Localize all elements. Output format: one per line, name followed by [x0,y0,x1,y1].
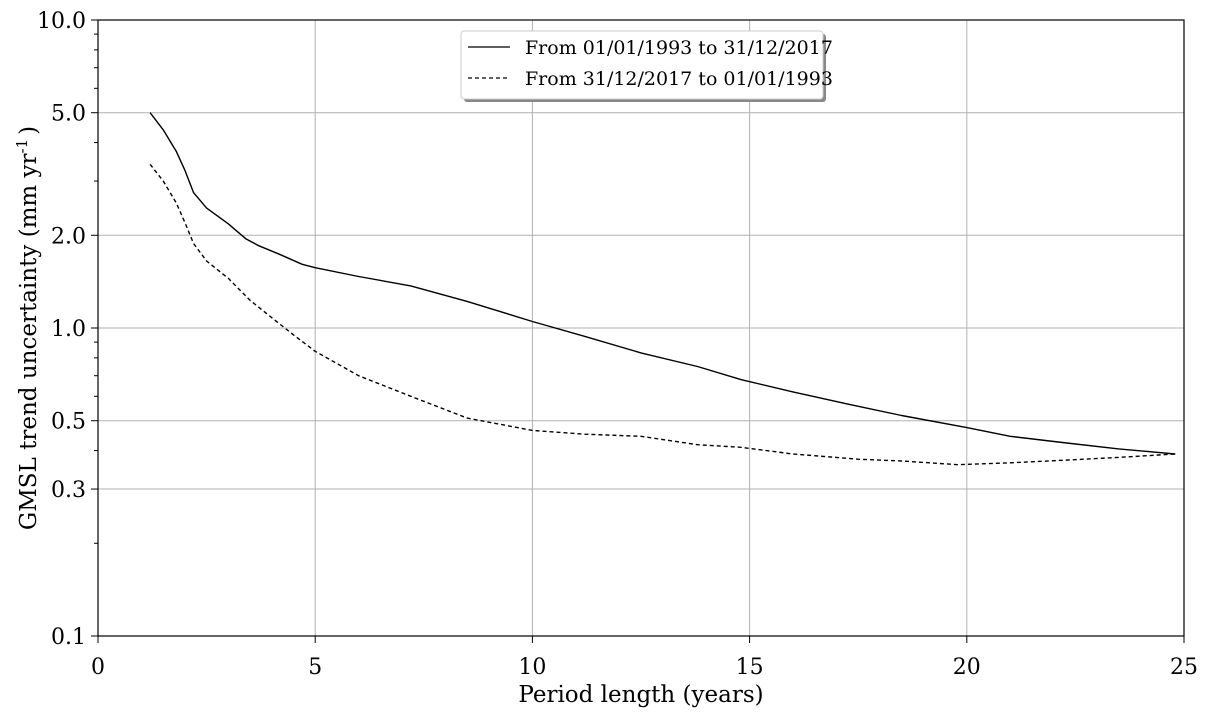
x-tick-label: 25 [1170,655,1198,680]
y-tick-label: 1.0 [51,317,86,342]
y-axis-label-close: ) [16,126,42,135]
x-tick-label: 20 [953,655,981,680]
series-line-2 [149,163,1176,466]
x-tick-label: 15 [736,655,764,680]
x-axis-label: Period length (years) [518,682,763,708]
y-axis-label: GMSL trend uncertainty (mm yr-1) [13,126,42,530]
y-tick-label: 0.3 [51,478,86,503]
y-tick-label: 10.0 [37,9,86,34]
y-tick-label: 0.5 [51,410,86,435]
series-layer [149,112,1176,466]
axis-ticks [91,19,1185,643]
y-tick-label: 5.0 [51,102,86,127]
y-axis-label-main: GMSL trend uncertainty (mm yr [16,153,42,530]
x-tick-label: 0 [91,655,105,680]
series-line-1 [149,112,1176,455]
x-tick-label: 5 [308,655,322,680]
legend: From 01/01/1993 to 31/12/2017 From 31/12… [460,30,833,102]
legend-box [460,30,824,100]
grid-lines [98,20,1184,636]
tick-labels: 0 5 10 15 20 25 0.1 0.3 0.5 1.0 2.0 5.0 10.0 [37,9,1198,680]
x-tick-label: 10 [518,655,546,680]
legend-label-series-1: From 01/01/1993 to 31/12/2017 [525,37,833,59]
legend-label-series-2: From 31/12/2017 to 01/01/1993 [525,68,833,90]
y-tick-label: 0.1 [51,625,86,650]
y-tick-label: 2.0 [51,224,86,249]
y-axis-label-sup: -1 [13,139,31,154]
